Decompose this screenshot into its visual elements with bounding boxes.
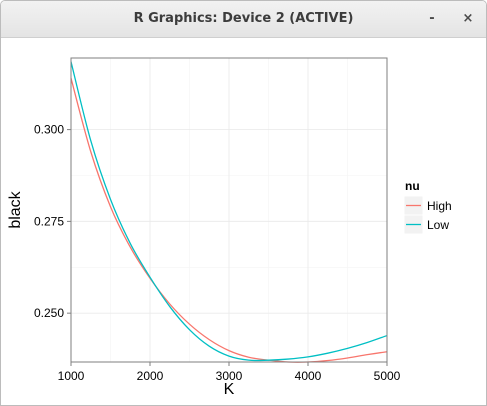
y-tick-label: 0.275 (34, 214, 64, 228)
series-line-low (70, 61, 388, 362)
line-chart: 1000 2000 3000 4000 5000 0.250 0.275 0.300 K bl… (7, 57, 452, 398)
x-tick-label: 3000 (216, 369, 243, 383)
title-bar[interactable]: R Graphics: Device 2 (ACTIVE) - × (1, 1, 486, 38)
x-tick-label: 2000 (137, 369, 164, 383)
y-tick-label: 0.250 (34, 306, 64, 320)
plot-area: 1000 2000 3000 4000 5000 0.250 0.275 0.300 K bl… (1, 38, 486, 405)
grid-lines (70, 58, 388, 362)
legend-title: nu (405, 179, 420, 193)
axis-ticks: 1000 2000 3000 4000 5000 0.250 0.275 0.300 (34, 123, 401, 383)
x-axis-title: K (224, 381, 235, 398)
legend-label-high: High (427, 199, 452, 213)
minimize-button[interactable]: - (429, 11, 435, 26)
y-axis-title: black (7, 190, 24, 228)
window-title: R Graphics: Device 2 (ACTIVE) (133, 11, 354, 26)
series-line-high (70, 78, 388, 363)
legend-label-low: Low (427, 218, 449, 232)
series-lines (70, 61, 388, 363)
x-tick-label: 5000 (374, 369, 401, 383)
legend: nu High Low (403, 179, 452, 235)
x-tick-label: 4000 (295, 369, 322, 383)
x-tick-label: 1000 (58, 369, 85, 383)
y-tick-label: 0.300 (34, 123, 64, 137)
close-button[interactable]: × (462, 11, 474, 26)
